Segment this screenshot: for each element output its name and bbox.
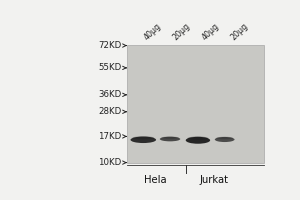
Ellipse shape xyxy=(215,137,235,142)
Text: 40μg: 40μg xyxy=(200,21,221,42)
Text: 10KD: 10KD xyxy=(98,158,121,167)
Text: 55KD: 55KD xyxy=(98,63,121,72)
Text: 17KD: 17KD xyxy=(98,132,121,141)
Ellipse shape xyxy=(130,137,156,143)
Bar xyxy=(127,45,264,163)
Text: Jurkat: Jurkat xyxy=(200,175,229,185)
Ellipse shape xyxy=(160,137,180,141)
Ellipse shape xyxy=(186,137,210,144)
Text: 20μg: 20μg xyxy=(171,21,192,42)
Text: 36KD: 36KD xyxy=(98,90,121,99)
Ellipse shape xyxy=(216,137,233,139)
Text: 28KD: 28KD xyxy=(98,107,121,116)
Text: 72KD: 72KD xyxy=(98,41,121,50)
Text: 20μg: 20μg xyxy=(229,21,250,42)
Ellipse shape xyxy=(161,136,179,139)
Text: 40μg: 40μg xyxy=(142,21,163,42)
Ellipse shape xyxy=(188,136,208,140)
Text: Hela: Hela xyxy=(144,175,166,185)
Ellipse shape xyxy=(132,136,154,139)
